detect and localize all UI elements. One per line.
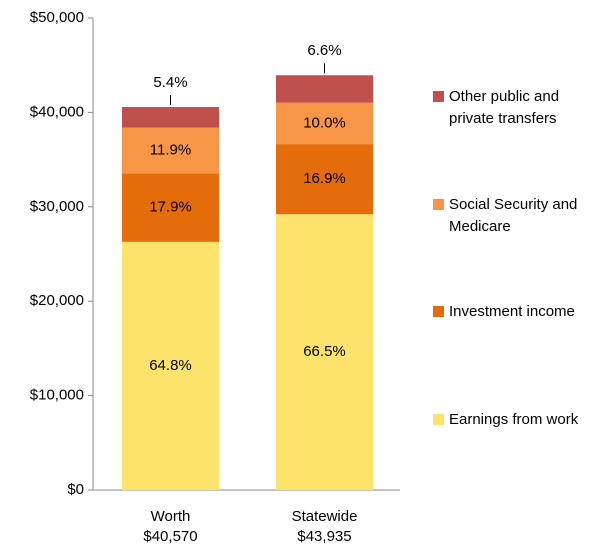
legend-item: Investment income: [433, 301, 611, 323]
legend-swatch: [433, 306, 444, 317]
bar-segment: [276, 144, 373, 215]
data-label: 10.0%: [303, 114, 346, 131]
legend-label: Other public and private transfers: [449, 88, 560, 127]
bar-segment: [276, 75, 373, 103]
bar-segment: [276, 214, 373, 490]
bar-segment: [122, 241, 219, 490]
y-tick-label: $50,000: [30, 9, 84, 26]
bar-segment: [122, 107, 219, 128]
x-tick-total: $40,570: [143, 528, 197, 545]
data-label: 6.6%: [307, 42, 341, 59]
legend-item: Other public and private transfers: [433, 86, 611, 130]
y-tick-label: $30,000: [30, 198, 84, 215]
x-tick-label: Statewide: [292, 508, 358, 525]
bar-segment: [122, 173, 219, 242]
data-label: 11.9%: [150, 141, 191, 158]
data-label: 66.5%: [303, 343, 346, 360]
legend-label: Social Security and Medicare: [449, 196, 578, 235]
data-label: 17.9%: [149, 199, 192, 216]
y-tick-label: $40,000: [30, 103, 84, 120]
data-label: 16.9%: [303, 170, 346, 187]
legend-swatch: [433, 414, 444, 425]
y-tick-label: $10,000: [30, 387, 84, 404]
x-tick-total: $43,935: [297, 528, 351, 545]
legend-label: Earnings from work: [449, 411, 579, 428]
bar-segment: [276, 102, 373, 145]
legend-swatch: [433, 91, 444, 102]
y-tick-label: $20,000: [30, 292, 84, 309]
bar-segment: [122, 127, 219, 174]
data-label: 5.4%: [153, 74, 187, 91]
data-label: 64.8%: [149, 357, 192, 374]
legend-label: Investment income: [449, 303, 575, 320]
legend-item: Earnings from work: [433, 409, 611, 431]
x-tick-label: Worth: [151, 508, 191, 525]
legend-item: Social Security and Medicare: [433, 194, 611, 238]
y-tick-label: $0: [67, 481, 84, 498]
legend-swatch: [433, 199, 444, 210]
